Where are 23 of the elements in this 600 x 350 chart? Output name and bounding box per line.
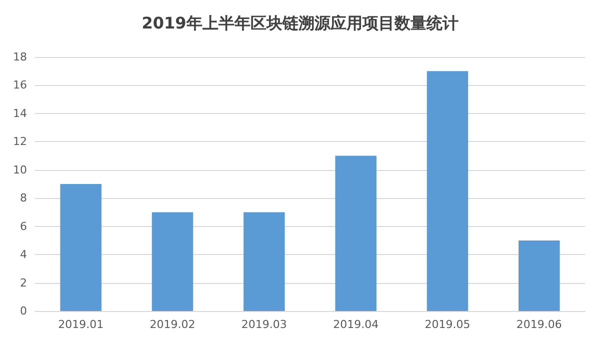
y-tick-label: 8 [20, 192, 27, 205]
bar [244, 212, 285, 311]
y-tick-label: 16 [13, 78, 27, 92]
y-tick-label: 2 [20, 276, 27, 290]
bar [518, 240, 560, 311]
y-tick-label: 14 [13, 106, 27, 120]
y-tick-label: 6 [20, 220, 27, 233]
y-tick-label: 4 [20, 248, 27, 262]
x-tick-label: 2019.01 [58, 318, 104, 331]
y-tick-label: 18 [13, 50, 27, 64]
bar [335, 156, 376, 311]
y-tick-label: 12 [13, 135, 27, 148]
y-tick-label: 0 [20, 304, 27, 318]
x-tick-label: 2019.02 [150, 318, 196, 331]
bar [60, 184, 102, 311]
x-tick-label: 2019.04 [333, 318, 379, 331]
bar [426, 71, 468, 311]
chart-title: 2019年上半年区块链溯源应用项目数量统计 [142, 14, 458, 32]
x-tick-label: 2019.06 [516, 318, 562, 331]
bar [152, 212, 194, 311]
x-tick-label: 2019.05 [424, 318, 470, 331]
x-tick-label: 2019.03 [241, 318, 287, 331]
y-tick-label: 10 [13, 163, 27, 176]
